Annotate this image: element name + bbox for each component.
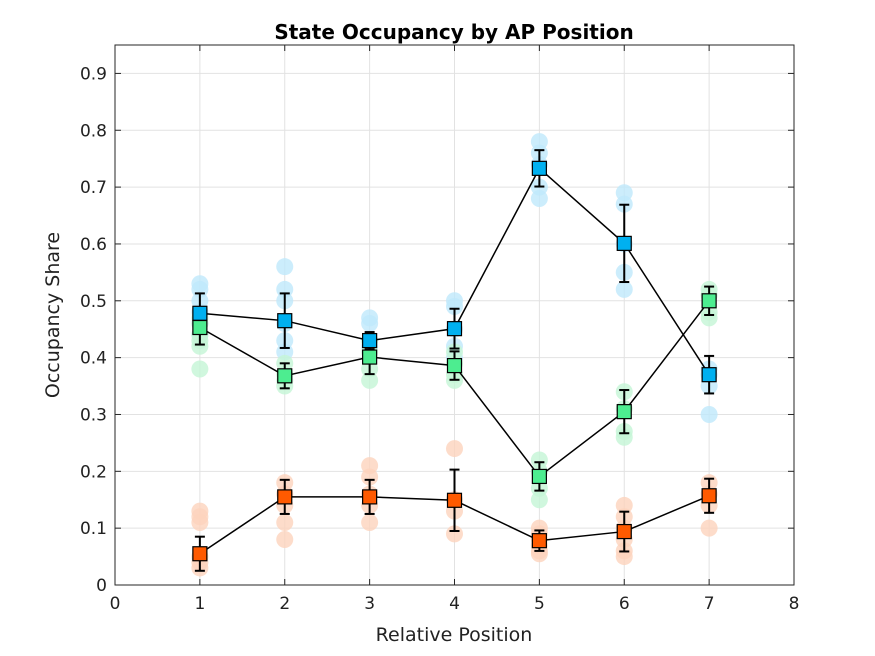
individual-point bbox=[530, 545, 548, 563]
individual-point bbox=[700, 405, 718, 423]
individual-point bbox=[361, 315, 379, 333]
individual-point bbox=[361, 371, 379, 389]
x-tick-label: 3 bbox=[364, 594, 375, 614]
y-tick-label: 0.4 bbox=[80, 349, 107, 369]
mean-marker bbox=[446, 492, 463, 508]
individual-point bbox=[361, 513, 379, 531]
individual-point bbox=[446, 440, 463, 458]
x-tick-label: 0 bbox=[110, 594, 121, 614]
y-tick-label: 0.1 bbox=[80, 519, 107, 539]
individual-point bbox=[276, 258, 294, 276]
y-tick-label: 0.9 bbox=[80, 64, 107, 84]
individual-point bbox=[446, 525, 463, 543]
x-tick-labels: 0 1 2 3 4 5 6 7 8 bbox=[110, 594, 800, 614]
individual-point bbox=[700, 519, 718, 537]
y-tick-label: 0.2 bbox=[80, 462, 107, 482]
mean-marker bbox=[531, 468, 547, 485]
y-tick-label: 0.3 bbox=[80, 405, 107, 425]
x-tick-label: 6 bbox=[619, 594, 630, 614]
axis-ticks bbox=[114, 45, 795, 586]
y-tick-label: 0.7 bbox=[80, 178, 107, 198]
individual-point bbox=[530, 189, 548, 207]
mean-marker bbox=[446, 321, 463, 337]
mean-marker bbox=[701, 488, 717, 504]
mean-marker bbox=[446, 357, 463, 374]
individual-point bbox=[191, 360, 209, 378]
individual-point bbox=[276, 531, 294, 549]
y-tick-label: 0.8 bbox=[80, 121, 107, 141]
x-tick-label: 5 bbox=[534, 594, 545, 614]
mean-marker bbox=[616, 235, 632, 251]
x-tick-label: 8 bbox=[789, 594, 800, 614]
mean-marker bbox=[531, 533, 547, 549]
individual-point bbox=[530, 491, 548, 509]
mean-marker bbox=[701, 367, 717, 383]
x-tick-label: 2 bbox=[279, 594, 290, 614]
mean-marker bbox=[192, 305, 208, 321]
y-tick-label: 0.5 bbox=[80, 292, 107, 312]
mean-marker bbox=[277, 489, 293, 505]
mean-marker bbox=[192, 546, 208, 562]
x-tick-label: 7 bbox=[704, 594, 715, 614]
individual-point bbox=[615, 280, 633, 298]
mean-marker bbox=[362, 349, 378, 365]
mean-marker bbox=[362, 489, 378, 505]
mean-marker bbox=[277, 368, 293, 384]
individual-point bbox=[276, 513, 294, 531]
x-tick-label: 1 bbox=[194, 594, 205, 614]
y-tick-label: 0.6 bbox=[80, 235, 107, 255]
individual-point bbox=[446, 297, 463, 315]
mean-marker bbox=[192, 319, 208, 336]
mean-marker bbox=[531, 160, 547, 176]
mean-markers bbox=[192, 160, 717, 562]
y-tick-labels: 0 0.1 0.2 0.3 0.4 0.5 0.6 0.7 0.8 0.9 bbox=[80, 64, 107, 596]
mean-marker bbox=[616, 523, 632, 540]
mean-marker bbox=[277, 313, 293, 329]
x-axis-label: Relative Position bbox=[376, 624, 533, 646]
y-axis-label: Occupancy Share bbox=[42, 232, 64, 398]
chart-title: State Occupancy by AP Position bbox=[274, 20, 633, 44]
y-tick-label: 0 bbox=[96, 576, 107, 596]
mean-marker bbox=[616, 404, 632, 420]
individual-point bbox=[361, 468, 379, 486]
individual-point bbox=[191, 337, 209, 355]
individual-point bbox=[191, 513, 209, 531]
x-tick-label: 4 bbox=[449, 594, 460, 614]
individual-point bbox=[700, 309, 718, 327]
mean-marker bbox=[701, 293, 717, 309]
mean-marker bbox=[362, 332, 378, 349]
